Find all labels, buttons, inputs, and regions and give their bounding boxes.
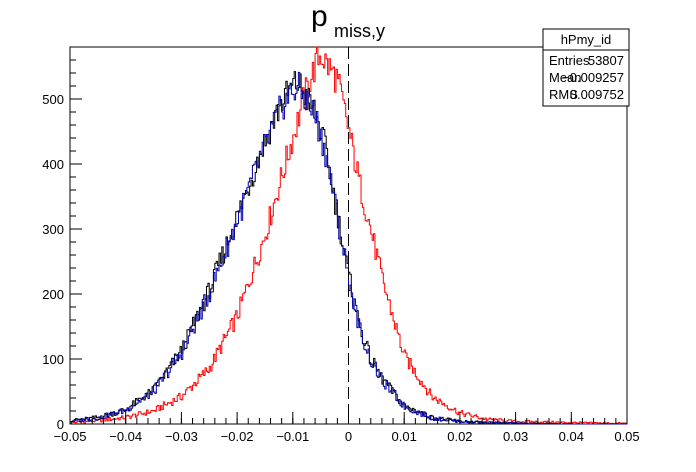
y-axis: 0 100 200 300 400 500 bbox=[42, 46, 82, 432]
stats-mean-label: Mean bbox=[549, 70, 582, 85]
series-line-0 bbox=[69, 46, 627, 425]
stats-rms-value: 0.009752 bbox=[570, 87, 624, 102]
y-tick-label: 300 bbox=[42, 222, 64, 237]
stats-rms-label: RMS bbox=[549, 87, 578, 102]
stats-box: hPmy_id Entries 53807 Mean −0.009257 RMS… bbox=[542, 28, 630, 107]
y-tick-label: 400 bbox=[42, 157, 64, 172]
x-tick-label: 0.01 bbox=[392, 429, 417, 444]
stats-mean-value: −0.009257 bbox=[562, 70, 624, 85]
stats-box-frame bbox=[542, 28, 630, 107]
series-layer bbox=[69, 46, 627, 425]
y-tick-label: 200 bbox=[42, 287, 64, 302]
x-tick-label: −0.04 bbox=[109, 429, 142, 444]
x-axis: −0.05 −0.04 −0.03 −0.02 −0.01 0 0.01 0.02 0.03 0.… bbox=[54, 412, 640, 444]
title-subscript: miss,y bbox=[334, 21, 385, 41]
y-tick-label: 0 bbox=[57, 417, 64, 432]
x-tick-label: −0.03 bbox=[165, 429, 198, 444]
x-tick-label: −0.05 bbox=[54, 429, 87, 444]
stats-box-name: hPmy_id bbox=[561, 32, 612, 47]
x-tick-label: −0.01 bbox=[276, 429, 309, 444]
stats-entries-value: 53807 bbox=[588, 53, 624, 68]
x-tick-label: 0.02 bbox=[447, 429, 472, 444]
stats-entries-label: Entries bbox=[549, 53, 590, 68]
title-main: p bbox=[311, 0, 328, 33]
chart-title: p miss,y bbox=[311, 0, 385, 41]
x-tick-label: 0.03 bbox=[503, 429, 528, 444]
y-tick-label: 500 bbox=[42, 92, 64, 107]
x-tick-label: 0 bbox=[345, 429, 352, 444]
series-line-2 bbox=[69, 71, 627, 425]
y-tick-label: 100 bbox=[42, 352, 64, 367]
x-tick-label: −0.02 bbox=[221, 429, 254, 444]
x-tick-label: 0.04 bbox=[559, 429, 584, 444]
x-tick-label: 0.05 bbox=[614, 429, 639, 444]
